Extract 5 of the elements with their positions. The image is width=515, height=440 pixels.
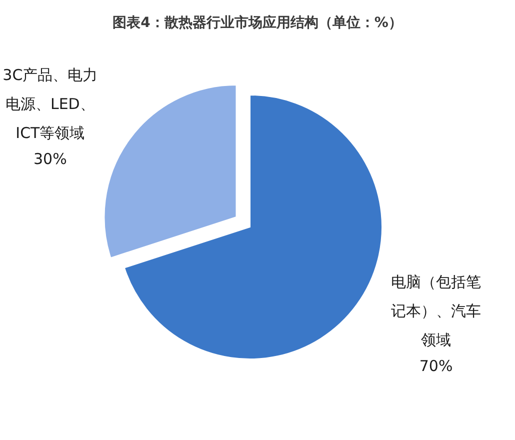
- data-label: 30%: [34, 150, 67, 168]
- slice-label: 电脑（包括笔记本）、汽车领域: [391, 273, 482, 350]
- data-label: 70%: [419, 357, 453, 376]
- slice-label: 3C产品、电力电源、LED、ICT等领域: [2, 66, 98, 142]
- chart-title: 图表4：散热器行业市场应用结构（单位：%）: [112, 14, 404, 32]
